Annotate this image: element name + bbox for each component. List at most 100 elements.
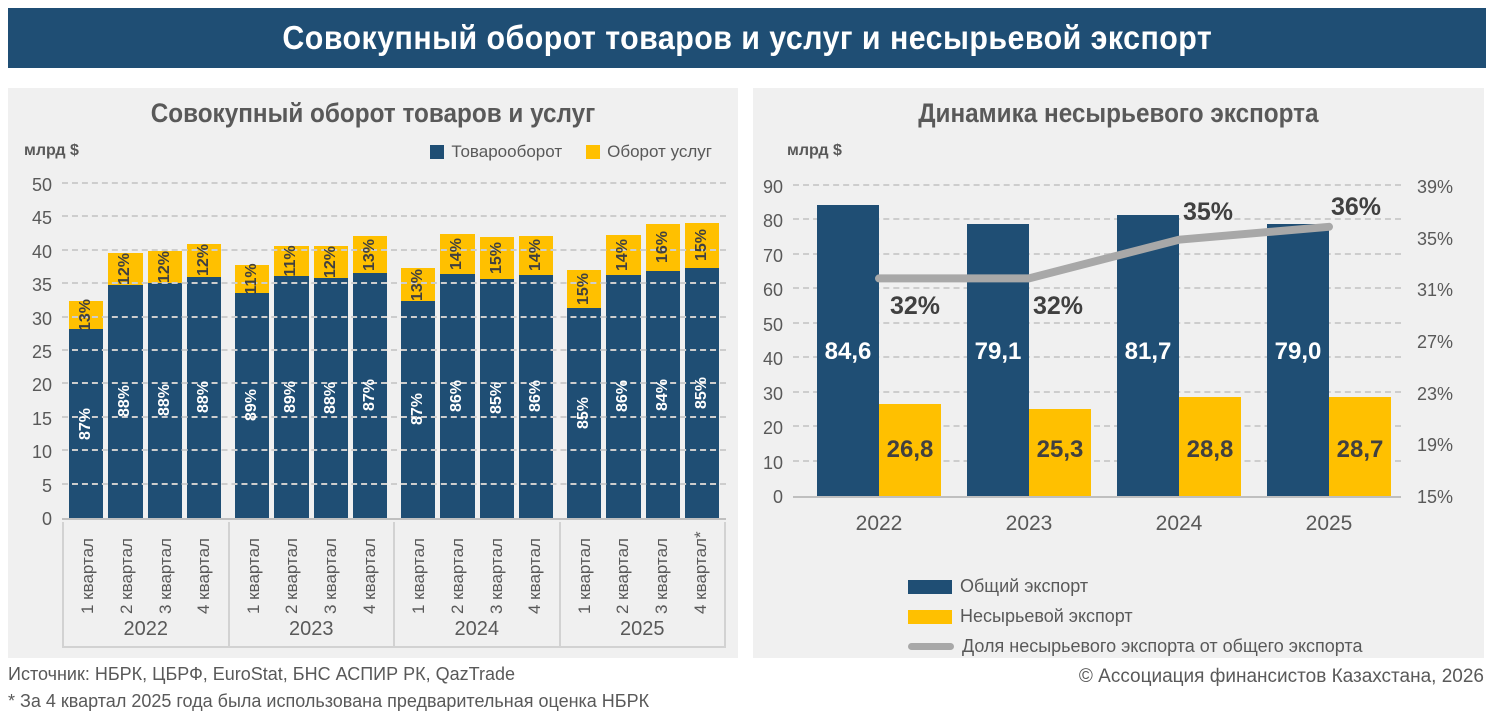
goods-pct-label: 88% (116, 385, 134, 418)
goods-pct-label: 86% (526, 380, 544, 413)
quarter-tick-label: 4 квартал* (683, 522, 717, 614)
quarter-tick-text: 3 квартал (652, 538, 672, 614)
goods-segment: 87% (401, 300, 436, 518)
stacked-bar: 12% 88% (108, 252, 143, 518)
goods-pct-label: 89% (282, 381, 300, 414)
year-tick-label: 2022 (123, 618, 169, 640)
services-segment: 15% (684, 223, 719, 268)
x-axis-year-label: 2025 (1305, 512, 1353, 535)
services-pct-label: 12% (155, 250, 173, 284)
gridline (62, 182, 726, 184)
year-cell-2024: 1 квартал 2 квартал 3 квартал 4 квартал 2024 (393, 522, 559, 646)
right-chart-panel: Динамика несырьевого экспорта млрд $ 84,… (753, 88, 1484, 658)
gridline (793, 321, 1401, 324)
quarter-tick-text: 1 квартал (574, 538, 594, 614)
quarter-tick-text: 1 квартал (243, 538, 263, 614)
right-axis-tick-label: 15% (1417, 487, 1454, 507)
noncommodity-export-value-label: 28,7 (1336, 436, 1384, 463)
year-group-2023: 11% 89% 11% 89% 12% 88% 13% 87% (228, 186, 394, 518)
year-tick-label: 2024 (454, 618, 500, 640)
quarter-tick-text: 1 квартал (78, 538, 98, 614)
year-cell-2022: 1 квартал 2 квартал 3 квартал 4 квартал 2022 (62, 522, 228, 646)
left-axis-tick-label: 30 (762, 383, 783, 404)
quarter-tick-text: 2 квартал (613, 538, 633, 614)
gridline (793, 459, 1401, 462)
quarter-tick-text: 3 квартал (155, 538, 175, 614)
services-pct-label: 12% (194, 244, 212, 277)
y-axis-tick-label: 40 (31, 241, 52, 262)
left-axis-unit-label: млрд $ (24, 142, 79, 159)
total-export-value-label: 79,0 (1274, 338, 1322, 365)
quarter-labels-row: 1 квартал 2 квартал 3 квартал 4 квартал (64, 522, 228, 614)
gridline (793, 252, 1401, 255)
gridline (62, 415, 726, 418)
year-tick-label: 2025 (620, 618, 665, 640)
gridline (62, 282, 726, 285)
goods-segment: 87% (69, 329, 104, 518)
gridline (793, 390, 1401, 393)
services-pct-label: 13% (360, 238, 378, 271)
stacked-bar: 12% 88% (147, 250, 182, 518)
right-chart-legend: Общий экспорт Несырьевой экспорт Доля не… (908, 576, 1362, 657)
share-line-swatch-icon (908, 643, 954, 650)
quarter-tick-text: 4 квартал (194, 538, 214, 614)
x-axis-year-label: 2024 (1155, 512, 1203, 535)
total-export-bar (1117, 214, 1179, 496)
stacked-bar: 14% 86% (518, 235, 553, 518)
quarter-tick-label: 2 квартал (606, 522, 640, 614)
quarter-tick-label: 3 квартал (479, 522, 513, 614)
legend-label: Оборот услуг (607, 142, 712, 161)
quarter-tick-label: 3 квартал (148, 522, 182, 614)
gridline (793, 184, 1401, 186)
services-pct-label: 12% (116, 252, 134, 286)
quarter-tick-label: 2 квартал (110, 522, 144, 614)
left-axis-tick-label: 50 (762, 314, 783, 335)
year-tick-label: 2023 (289, 618, 334, 640)
y-axis-tick-label: 30 (31, 308, 52, 329)
services-pct-label: 15% (487, 242, 505, 275)
quarter-tick-label: 4 квартал (518, 522, 552, 614)
gridline (62, 315, 726, 318)
stacked-bar: 13% 87% (69, 299, 104, 518)
gridline (62, 382, 726, 385)
y-axis-tick-label: 35 (31, 275, 52, 296)
quarter-tick-label: 3 квартал (314, 522, 348, 614)
noncommodity-export-value-label: 25,3 (1036, 436, 1084, 463)
quarter-tick-label: 1 квартал (71, 522, 105, 614)
right-axis-tick-label: 19% (1417, 435, 1454, 456)
total-export-value-label: 84,6 (824, 338, 872, 365)
stacked-bar: 13% 87% (401, 268, 436, 518)
quarter-tick-text: 4 квартал (525, 538, 545, 614)
page-title: Совокупный оборот товаров и услуг и несы… (282, 19, 1212, 56)
y-axis-tick-label: 25 (31, 342, 52, 362)
legend-item-share-line: Доля несырьевого экспорта от общего эксп… (908, 636, 1362, 657)
goods-pct-label: 88% (155, 384, 173, 417)
noncommodity-export-bar (1029, 408, 1091, 496)
total-export-bar (817, 204, 879, 496)
quarter-tick-text: 4 квартал* (690, 531, 710, 614)
quarter-tick-text: 3 квартал (486, 538, 506, 614)
quarter-tick-label: 1 квартал (402, 522, 436, 614)
quarter-tick-text: 2 квартал (282, 538, 302, 614)
legend-label: Доля несырьевого экспорта от общего эксп… (962, 636, 1363, 656)
goods-segment: 85% (684, 267, 719, 518)
total-export-bar (1267, 223, 1329, 496)
noncommodity-export-value-label: 26,8 (886, 436, 934, 463)
quarter-tick-label: 4 квартал (187, 522, 221, 614)
services-pct-label: 14% (526, 239, 544, 272)
goods-pct-label: 88% (194, 381, 212, 414)
y-axis-tick-label: 10 (31, 442, 52, 463)
noncommodity-export-bar (1329, 397, 1391, 496)
x-axis-year-label: 2022 (855, 512, 903, 535)
year-cell-2025: 1 квартал 2 квартал 3 квартал 4 квартал* 202… (558, 522, 726, 646)
right-axis-tick-label: 23% (1417, 383, 1454, 404)
stacked-bar: 16% 84% (645, 223, 680, 518)
goods-pct-label: 87% (77, 407, 95, 440)
stacked-bar: 13% 87% (352, 236, 387, 518)
goods-pct-label: 85% (487, 382, 505, 415)
services-segment: 15% (479, 237, 514, 279)
gridline (793, 356, 1401, 359)
goods-pct-label: 86% (448, 380, 466, 413)
right-chart-title: Динамика несырьевого экспорта (918, 98, 1319, 128)
